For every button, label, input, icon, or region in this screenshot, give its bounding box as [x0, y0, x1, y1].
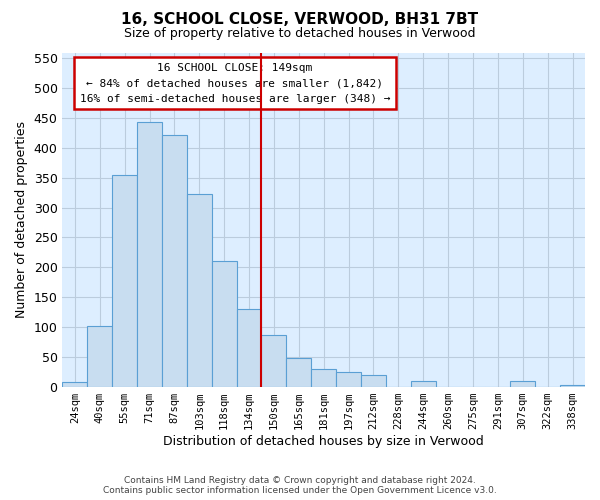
Bar	[411, 381, 436, 386]
Bar	[262, 336, 286, 386]
Bar	[336, 372, 361, 386]
Text: 16 SCHOOL CLOSE: 149sqm
← 84% of detached houses are smaller (1,842)
16% of semi: 16 SCHOOL CLOSE: 149sqm ← 84% of detache…	[80, 62, 390, 104]
Bar	[137, 122, 162, 386]
Bar	[286, 358, 311, 386]
Bar	[187, 194, 212, 386]
Bar	[62, 382, 88, 386]
Bar	[88, 326, 112, 386]
Bar	[236, 309, 262, 386]
Text: Contains HM Land Registry data © Crown copyright and database right 2024.
Contai: Contains HM Land Registry data © Crown c…	[103, 476, 497, 495]
Bar	[511, 381, 535, 386]
Bar	[162, 135, 187, 386]
Y-axis label: Number of detached properties: Number of detached properties	[15, 121, 28, 318]
Bar	[311, 370, 336, 386]
Text: Size of property relative to detached houses in Verwood: Size of property relative to detached ho…	[124, 28, 476, 40]
Bar	[361, 374, 386, 386]
Text: 16, SCHOOL CLOSE, VERWOOD, BH31 7BT: 16, SCHOOL CLOSE, VERWOOD, BH31 7BT	[121, 12, 479, 28]
Bar	[112, 176, 137, 386]
X-axis label: Distribution of detached houses by size in Verwood: Distribution of detached houses by size …	[163, 434, 484, 448]
Bar	[212, 262, 236, 386]
